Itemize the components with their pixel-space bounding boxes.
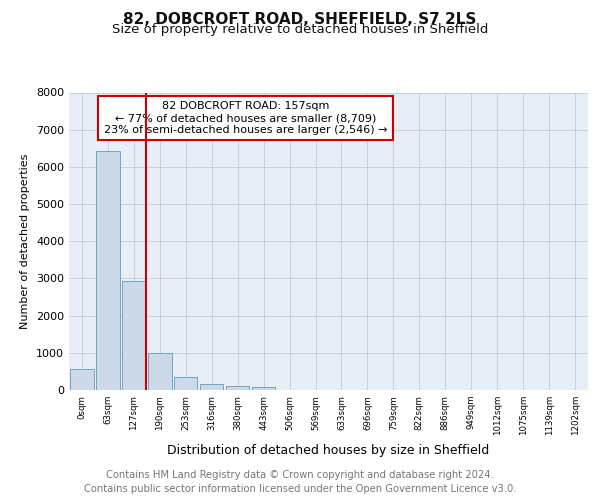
Bar	[70, 369, 94, 390]
Text: 82 DOBCROFT ROAD: 157sqm
← 77% of detached houses are smaller (8,709)
23% of sem: 82 DOBCROFT ROAD: 157sqm ← 77% of detach…	[104, 102, 387, 134]
Y-axis label: Number of detached properties: Number of detached properties	[20, 154, 31, 329]
Bar	[226, 386, 250, 390]
Text: Contains HM Land Registry data © Crown copyright and database right 2024.
Contai: Contains HM Land Registry data © Crown c…	[84, 470, 516, 494]
Text: Size of property relative to detached houses in Sheffield: Size of property relative to detached ho…	[112, 24, 488, 36]
Bar	[252, 387, 275, 390]
Bar	[200, 384, 223, 390]
Bar	[148, 353, 172, 390]
Bar	[122, 282, 146, 390]
Text: 82, DOBCROFT ROAD, SHEFFIELD, S7 2LS: 82, DOBCROFT ROAD, SHEFFIELD, S7 2LS	[124, 12, 476, 28]
Bar	[96, 152, 119, 390]
X-axis label: Distribution of detached houses by size in Sheffield: Distribution of detached houses by size …	[167, 444, 490, 456]
Bar	[174, 377, 197, 390]
